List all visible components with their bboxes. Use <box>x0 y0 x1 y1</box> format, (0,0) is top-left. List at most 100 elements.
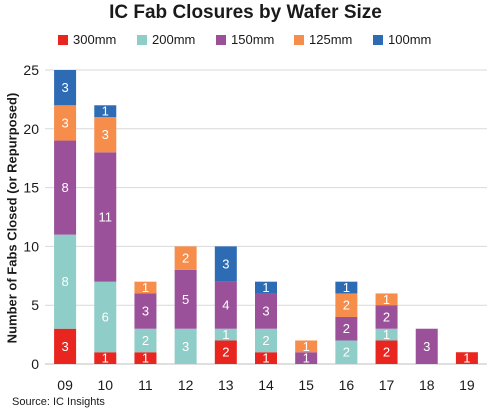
data-label: 1 <box>142 351 149 366</box>
data-label: 2 <box>383 345 390 360</box>
y-tick-label: 20 <box>23 121 39 137</box>
y-tick-label: 5 <box>31 297 39 313</box>
bar-segment <box>134 328 157 353</box>
bar-segment <box>255 352 277 364</box>
legend-swatch-150mm <box>216 35 226 45</box>
source-note: Source: IC Insights <box>12 396 105 408</box>
legend-label-200mm: 200mm <box>152 32 196 47</box>
bar-segment <box>214 246 237 282</box>
data-label: 3 <box>182 339 189 354</box>
bar-segment <box>415 328 438 364</box>
x-tick-label: 13 <box>218 377 234 393</box>
bar-segment <box>455 352 478 364</box>
bar-segment <box>335 340 358 364</box>
legend-label-125mm: 125mm <box>309 32 353 47</box>
data-label: 2 <box>343 321 350 336</box>
legend-item-300mm: 300mm <box>58 32 116 47</box>
bar-segment <box>375 293 398 306</box>
data-label: 2 <box>262 333 269 348</box>
x-tick-label: 11 <box>138 377 153 393</box>
data-label: 3 <box>102 127 109 142</box>
data-label: 1 <box>343 280 350 295</box>
bar-segment <box>134 352 157 364</box>
x-tick-label: 10 <box>97 377 113 393</box>
bar-segment <box>335 316 358 341</box>
bar-segment <box>94 352 117 364</box>
bar-segment <box>174 246 197 270</box>
x-tick-label: 16 <box>339 377 355 393</box>
y-tick-label: 25 <box>23 62 39 78</box>
bar-segment <box>255 293 277 329</box>
data-label: 1 <box>303 339 310 354</box>
data-label: 1 <box>102 104 109 119</box>
data-label: 1 <box>303 351 310 366</box>
legend-swatch-100mm <box>373 35 383 45</box>
data-label: 3 <box>222 257 229 272</box>
bar-segment <box>295 352 318 364</box>
y-tick-label: 0 <box>31 356 39 372</box>
bar-segment <box>375 328 398 341</box>
y-tick-label: 10 <box>23 238 39 254</box>
legend-swatch-125mm <box>294 35 304 45</box>
legend-label-100mm: 100mm <box>388 32 432 47</box>
bar-segment <box>94 105 117 118</box>
bar-segment <box>255 328 277 353</box>
bar-segment <box>214 281 237 329</box>
data-label: 8 <box>61 274 68 289</box>
bar-segment <box>174 328 197 364</box>
bar-segment <box>54 105 77 141</box>
bar-segment <box>335 281 358 294</box>
legend-swatch-200mm <box>137 35 147 45</box>
data-label: 5 <box>182 292 189 307</box>
data-label: 2 <box>182 251 189 266</box>
bar-segment <box>54 234 77 329</box>
legend-item-150mm: 150mm <box>216 32 274 47</box>
data-label: 3 <box>61 115 68 130</box>
legend: 300mm 200mm 150mm 125mm 100mm <box>0 32 491 50</box>
data-label: 3 <box>262 304 269 319</box>
bar-segment <box>94 117 117 153</box>
x-tick-label: 12 <box>178 377 194 393</box>
bar-segment <box>54 328 77 364</box>
bar-segment <box>94 281 117 353</box>
x-tick-label: 15 <box>298 377 314 393</box>
x-tick-label: 19 <box>459 377 475 393</box>
data-label: 2 <box>222 345 229 360</box>
data-label: 1 <box>383 327 390 342</box>
legend-label-150mm: 150mm <box>231 32 275 47</box>
data-label: 6 <box>102 309 109 324</box>
data-label: 2 <box>343 345 350 360</box>
data-label: 1 <box>142 280 149 295</box>
bar-segment <box>255 281 277 294</box>
bar-segment <box>54 140 77 235</box>
data-label: 11 <box>99 210 113 225</box>
legend-item-125mm: 125mm <box>294 32 352 47</box>
bar-segment <box>295 340 318 353</box>
data-label: 1 <box>222 327 229 342</box>
legend-label-300mm: 300mm <box>73 32 117 47</box>
legend-swatch-300mm <box>58 35 68 45</box>
x-tick-label: 18 <box>419 377 435 393</box>
bar-segment <box>134 293 157 329</box>
bar-segment <box>174 269 197 329</box>
y-tick-label: 15 <box>23 180 39 196</box>
data-label: 1 <box>262 280 269 295</box>
data-label: 2 <box>383 309 390 324</box>
x-tick-label: 09 <box>57 377 73 393</box>
data-label: 3 <box>61 339 68 354</box>
legend-item-100mm: 100mm <box>373 32 431 47</box>
x-tick-label: 17 <box>379 377 395 393</box>
legend-item-200mm: 200mm <box>137 32 195 47</box>
data-label: 4 <box>222 298 229 313</box>
data-label: 2 <box>142 333 149 348</box>
bar-segment <box>214 328 237 341</box>
x-tick-label: 14 <box>258 377 274 393</box>
bar-segment <box>54 70 77 106</box>
chart-title: IC Fab Closures by Wafer Size <box>109 2 382 23</box>
data-label: 1 <box>463 351 470 366</box>
data-label: 1 <box>102 351 109 366</box>
data-label: 2 <box>343 298 350 313</box>
bar-segment <box>375 305 398 329</box>
